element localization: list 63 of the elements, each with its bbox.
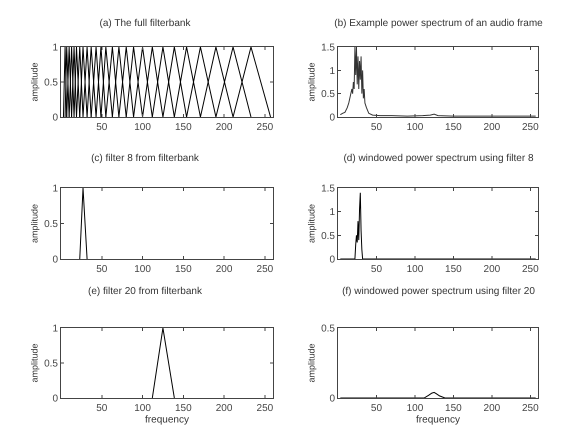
x-tick-label: 100 [406, 264, 424, 275]
x-tick-label: 50 [370, 403, 382, 414]
y-axis-title: amplitude [306, 343, 316, 383]
x-tick-label: 150 [174, 264, 192, 275]
chart-title: (c) filter 8 from filterbank [91, 153, 200, 164]
y-axis-title: amplitude [306, 204, 316, 244]
x-axis-title: frequency [145, 414, 189, 426]
chart-title: (f) windowed power spectrum using filter 20 [342, 286, 536, 297]
chart-title: (b) Example power spectrum of an audio frame [334, 18, 544, 29]
x-tick-label: 100 [406, 403, 424, 414]
x-tick-label: 100 [134, 403, 152, 414]
x-tick-label: 50 [96, 264, 108, 275]
x-tick-label: 200 [484, 403, 501, 414]
x-tick-label: 100 [134, 264, 152, 275]
x-tick-label: 150 [445, 403, 462, 414]
x-tick-label: 200 [484, 122, 501, 133]
y-tick-label: 0.5 [44, 78, 58, 88]
y-tick-label: 0 [52, 394, 58, 404]
y-tick-label: 0 [52, 112, 58, 124]
x-tick-label: 50 [96, 403, 108, 414]
x-axis-title: frequency [416, 414, 460, 426]
y-tick-label: 0.5 [321, 230, 336, 242]
y-axis-title: amplitude [29, 62, 40, 102]
x-tick-label: 250 [522, 403, 540, 414]
y-tick-label: 0.5 [321, 89, 336, 100]
y-tick-label: 0.5 [44, 358, 58, 370]
x-tick-label: 250 [256, 264, 274, 275]
y-tick-label: 1.5 [321, 42, 336, 54]
x-tick-label: 150 [445, 264, 462, 275]
y-tick-label: 0 [52, 254, 58, 266]
y-tick-label: 0.5 [44, 219, 58, 230]
x-tick-label: 100 [134, 122, 152, 133]
x-tick-label: 250 [522, 122, 540, 133]
y-tick-label: 1 [329, 207, 336, 218]
y-tick-label: 1 [329, 66, 336, 77]
y-tick-label: 1 [52, 184, 58, 194]
chart-title: (e) filter 20 from filterbank [88, 286, 203, 297]
y-tick-label: 0 [329, 112, 336, 124]
x-tick-label: 200 [216, 403, 233, 414]
y-tick-label: 0.5 [321, 324, 336, 334]
x-tick-label: 50 [370, 264, 382, 275]
x-tick-label: 150 [174, 122, 192, 133]
x-tick-label: 250 [256, 403, 274, 414]
x-tick-label: 200 [216, 264, 233, 275]
x-tick-label: 250 [522, 264, 540, 275]
x-tick-label: 50 [96, 122, 108, 133]
x-tick-label: 200 [484, 264, 501, 275]
x-tick-label: 100 [406, 122, 424, 133]
y-tick-label: 1.5 [321, 184, 336, 194]
x-tick-label: 250 [256, 122, 274, 133]
x-tick-label: 50 [370, 122, 382, 133]
y-axis-title: amplitude [29, 204, 40, 244]
y-tick-label: 0 [329, 254, 336, 266]
x-tick-label: 200 [216, 122, 233, 133]
x-tick-label: 150 [174, 403, 192, 414]
y-tick-label: 0 [329, 394, 336, 404]
y-axis-title: amplitude [29, 343, 40, 383]
y-tick-label: 1 [52, 42, 58, 54]
chart-title: (d) windowed power spectrum using filter 8 [343, 153, 534, 164]
y-tick-label: 1 [52, 324, 58, 334]
chart-title: (a) The full filterbank [100, 18, 192, 29]
x-tick-label: 150 [445, 122, 462, 133]
y-axis-title: amplitude [306, 62, 316, 102]
